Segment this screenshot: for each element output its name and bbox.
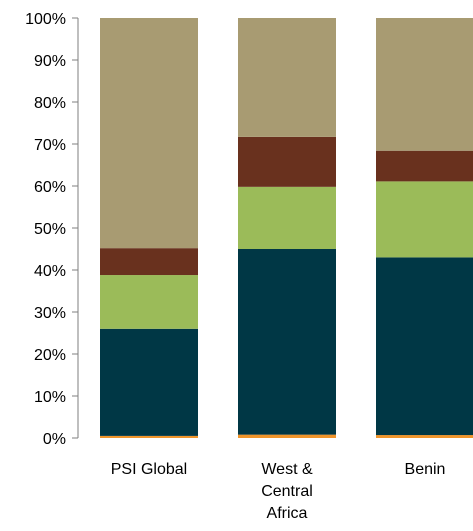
bar-segment <box>238 249 336 435</box>
bar-segment <box>238 186 336 249</box>
bar-segment <box>100 275 198 329</box>
bar-segment <box>100 18 198 249</box>
y-tick-label: 0% <box>43 431 66 448</box>
bar-segment <box>100 248 198 276</box>
category-labels: PSI Global West & Central Africa Benin <box>111 461 446 522</box>
y-tick-label: 30% <box>34 305 66 322</box>
bar-segment <box>100 435 198 438</box>
y-tick-label: 90% <box>34 53 66 70</box>
bar-segment <box>238 136 336 187</box>
bar-segment <box>238 434 336 438</box>
bar-segment <box>238 18 336 137</box>
category-label: Africa <box>267 505 308 522</box>
bar-segment <box>376 435 473 438</box>
bar-segment <box>100 328 198 436</box>
y-tick-label: 60% <box>34 179 66 196</box>
category-label: PSI Global <box>111 461 187 478</box>
category-label: Central <box>261 483 313 500</box>
y-tick-label: 100% <box>25 11 66 28</box>
y-tick-label: 20% <box>34 347 66 364</box>
category-label: West & <box>261 461 313 478</box>
bar-segment <box>376 257 473 436</box>
bars-group <box>100 18 473 438</box>
y-tick-label: 70% <box>34 137 66 154</box>
y-tick-label: 40% <box>34 263 66 280</box>
bar-segment <box>376 181 473 258</box>
bar-segment <box>376 18 473 151</box>
category-label: Benin <box>405 461 446 478</box>
y-tick-label: 10% <box>34 389 66 406</box>
y-tick-label: 80% <box>34 95 66 112</box>
y-tick-label: 50% <box>34 221 66 238</box>
y-axis-ticks: 0% 10% 20% 30% 40% 50% 60% 70% 80% 90% 100% <box>25 11 78 448</box>
bar-segment <box>376 150 473 182</box>
